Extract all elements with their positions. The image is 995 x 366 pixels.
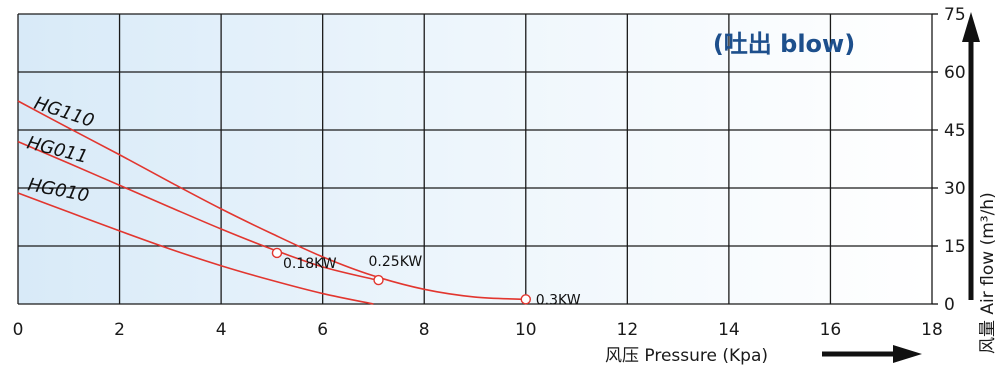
x-tick-label: 18 bbox=[921, 320, 943, 340]
series-line-hg011 bbox=[17, 140, 380, 282]
x-tick-label: 10 bbox=[515, 320, 537, 340]
plot-background bbox=[18, 14, 932, 304]
power-point-hg010 bbox=[271, 247, 283, 259]
y-tick-labels: 0 15 30 45 60 75 bbox=[944, 5, 966, 315]
y-tick-label: 45 bbox=[944, 121, 966, 141]
y-tick-label: 60 bbox=[944, 63, 966, 83]
x-axis-arrow bbox=[822, 345, 922, 363]
power-point-hg011 bbox=[373, 274, 384, 286]
power-label: 0.25KW bbox=[369, 254, 423, 270]
x-tick-label: 16 bbox=[820, 320, 842, 340]
x-tick-label: 4 bbox=[216, 320, 227, 340]
y-axis-label: 风量 Air flow (m³/h) bbox=[978, 192, 995, 354]
y-tick-label: 30 bbox=[944, 179, 966, 199]
x-tick-label: 6 bbox=[317, 320, 328, 340]
series-curves bbox=[17, 100, 526, 305]
series-line-hg110 bbox=[17, 100, 526, 301]
series-markers: 0.3KW 0.25KW 0.18KW bbox=[271, 247, 581, 308]
x-tick-label: 2 bbox=[114, 320, 125, 340]
y-tick-label: 15 bbox=[944, 237, 966, 257]
x-tick-label: 0 bbox=[13, 320, 24, 340]
y-tick-label: 0 bbox=[944, 295, 955, 315]
power-label: 0.18KW bbox=[283, 256, 337, 272]
power-label: 0.3KW bbox=[536, 292, 581, 308]
x-tick-labels: 0 2 4 6 8 10 12 14 16 18 bbox=[13, 320, 943, 340]
grid bbox=[17, 13, 938, 305]
y-axis-arrow bbox=[962, 12, 980, 300]
x-tick-label: 14 bbox=[718, 320, 740, 340]
x-tick-label: 12 bbox=[617, 320, 639, 340]
x-tick-label: 8 bbox=[419, 320, 430, 340]
chart-title: (吐出 blow) bbox=[713, 30, 855, 58]
x-axis-label: 风压 Pressure (Kpa) bbox=[605, 346, 768, 366]
y-tick-label: 75 bbox=[944, 5, 966, 25]
series-line-hg010 bbox=[17, 192, 374, 305]
power-point-hg110 bbox=[520, 294, 531, 305]
